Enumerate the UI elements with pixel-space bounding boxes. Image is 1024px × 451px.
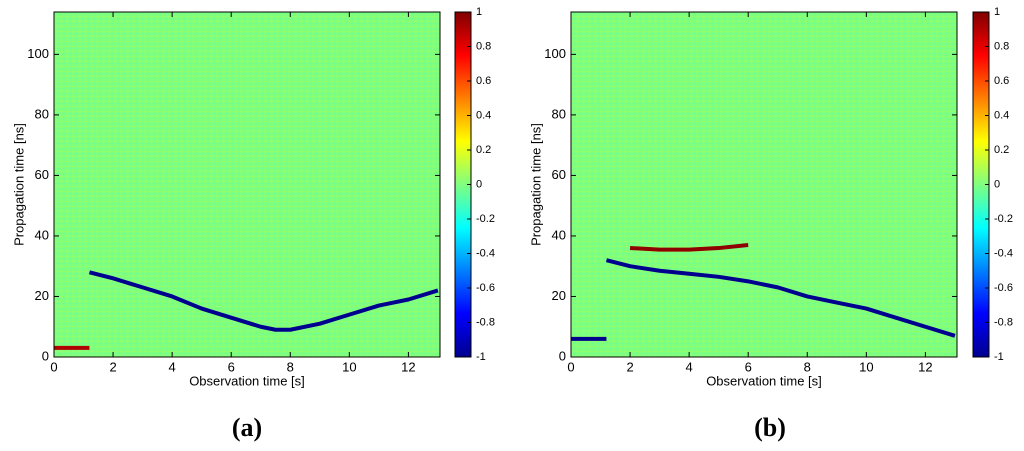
y-tick-label: 40 — [552, 227, 566, 242]
colorbar-tick-label: -1 — [476, 351, 486, 363]
plot-frame — [53, 11, 441, 358]
colorbar-tick-label: -0.2 — [994, 213, 1013, 225]
x-tick-label: 6 — [228, 359, 235, 374]
x-tick-label: 10 — [859, 359, 873, 374]
y-tick-label: 100 — [27, 46, 49, 61]
y-tick-label: 60 — [552, 167, 566, 182]
colorbar-tick-label: 0.8 — [994, 40, 1009, 52]
y-axis-label: Propagation time [ns] — [528, 123, 543, 246]
colorbar-tick-label: -0.8 — [994, 316, 1013, 328]
colorbar-tick-label: -1 — [994, 351, 1004, 363]
y-tick-label: 60 — [35, 167, 49, 182]
y-tick-label: 80 — [552, 106, 566, 121]
x-tick-label: 0 — [50, 359, 57, 374]
colorbar-tick-label: 0.6 — [476, 75, 491, 87]
x-tick-label: 2 — [109, 359, 116, 374]
colorbar-tick-label: 0.6 — [994, 75, 1009, 87]
x-tick-label: 0 — [567, 359, 574, 374]
x-axis-label: Observation time [s] — [706, 373, 822, 388]
y-axis-label: Propagation time [ns] — [11, 123, 26, 246]
colorbar-tick-label: 1 — [476, 6, 482, 18]
x-tick-label: 4 — [686, 359, 693, 374]
colorbar-tick-label: 0.8 — [476, 40, 491, 52]
x-tick-label: 12 — [918, 359, 932, 374]
y-tick-label: 100 — [544, 46, 566, 61]
x-axis-label: Observation time [s] — [189, 373, 305, 388]
colorbar-tick-label: 0 — [476, 178, 482, 190]
colorbar-tick-label: 0 — [994, 178, 1000, 190]
x-tick-label: 8 — [287, 359, 294, 374]
y-tick-label: 80 — [35, 106, 49, 121]
colorbar-tick-label: -0.2 — [476, 213, 495, 225]
colorbar-tick-label: 0.2 — [476, 144, 491, 156]
x-tick-label: 2 — [626, 359, 633, 374]
reflection-trace — [88, 270, 439, 332]
x-tick-label: 6 — [745, 359, 752, 374]
y-tick-label: 40 — [35, 227, 49, 242]
colorbar-tick-label: -0.6 — [994, 282, 1013, 294]
colorbar-tick-label: -0.4 — [994, 247, 1013, 259]
x-tick-label: 12 — [401, 359, 415, 374]
colorbar-tick-label: -0.6 — [476, 282, 495, 294]
panel-caption: (a) — [232, 413, 262, 442]
y-tick-label: 20 — [552, 288, 566, 303]
colorbar-tick-label: 0.4 — [476, 109, 491, 121]
y-tick-label: 20 — [35, 288, 49, 303]
heatmap-field — [54, 12, 440, 357]
panel-caption: (b) — [754, 413, 786, 442]
colorbar-tick-label: -0.8 — [476, 316, 495, 328]
y-tick-label: 0 — [42, 348, 49, 363]
x-tick-label: 4 — [169, 359, 176, 374]
x-tick-label: 10 — [342, 359, 356, 374]
colorbar-tick-label: 1 — [994, 6, 1000, 18]
reflection-trace — [629, 243, 749, 252]
colorbar-tick-label: 0.4 — [994, 109, 1009, 121]
colorbar-tick-label: -0.4 — [476, 247, 495, 259]
heatmap-field — [571, 12, 957, 357]
reflection-trace — [605, 258, 956, 338]
colorbar-tick-label: 0.2 — [994, 144, 1009, 156]
y-tick-label: 0 — [559, 348, 566, 363]
x-tick-label: 8 — [804, 359, 811, 374]
plot-frame — [570, 11, 958, 358]
